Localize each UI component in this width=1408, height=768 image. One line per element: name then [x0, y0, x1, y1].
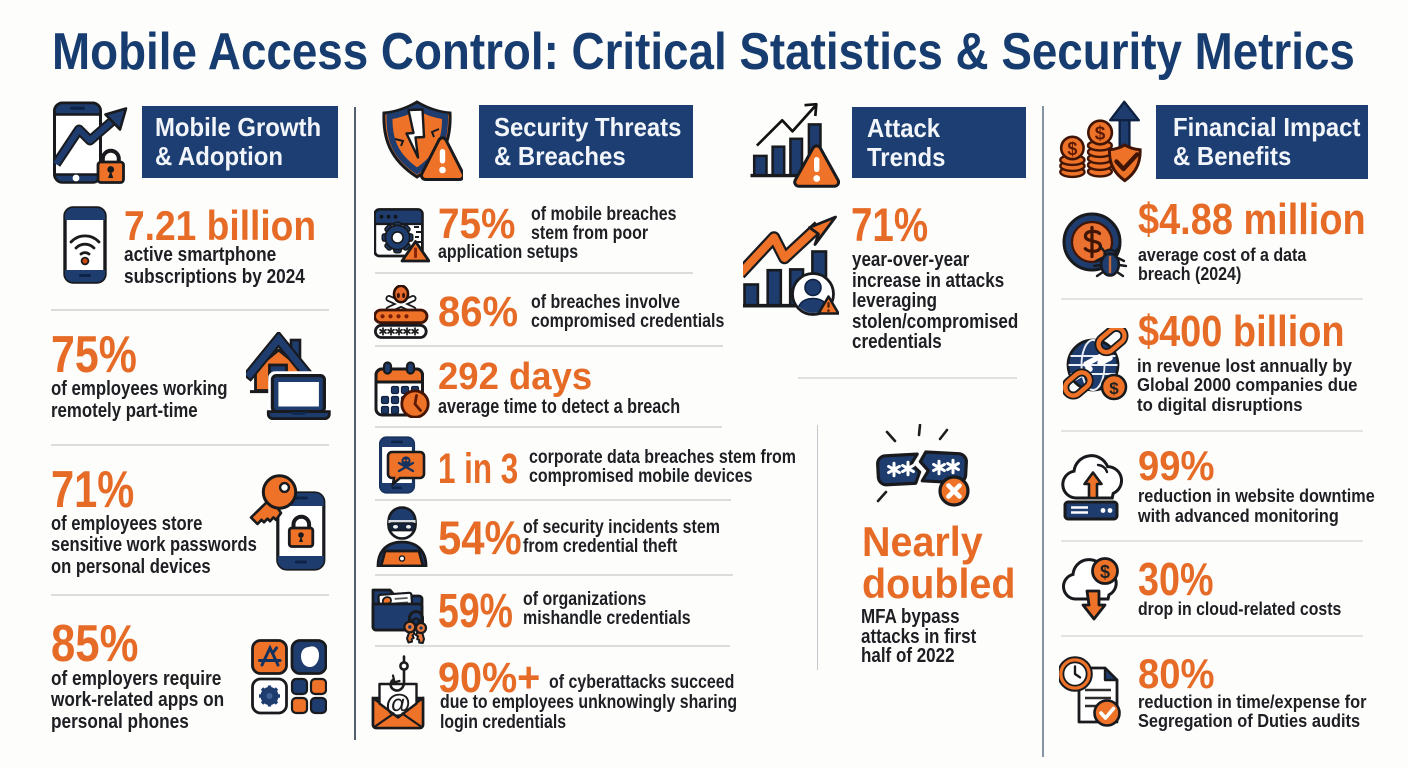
svg-text:@: @	[385, 688, 410, 718]
svg-text:$: $	[1109, 379, 1119, 398]
svg-text:$: $	[1100, 562, 1110, 582]
svg-text:$: $	[1095, 124, 1106, 145]
svg-text:$: $	[1067, 139, 1077, 159]
